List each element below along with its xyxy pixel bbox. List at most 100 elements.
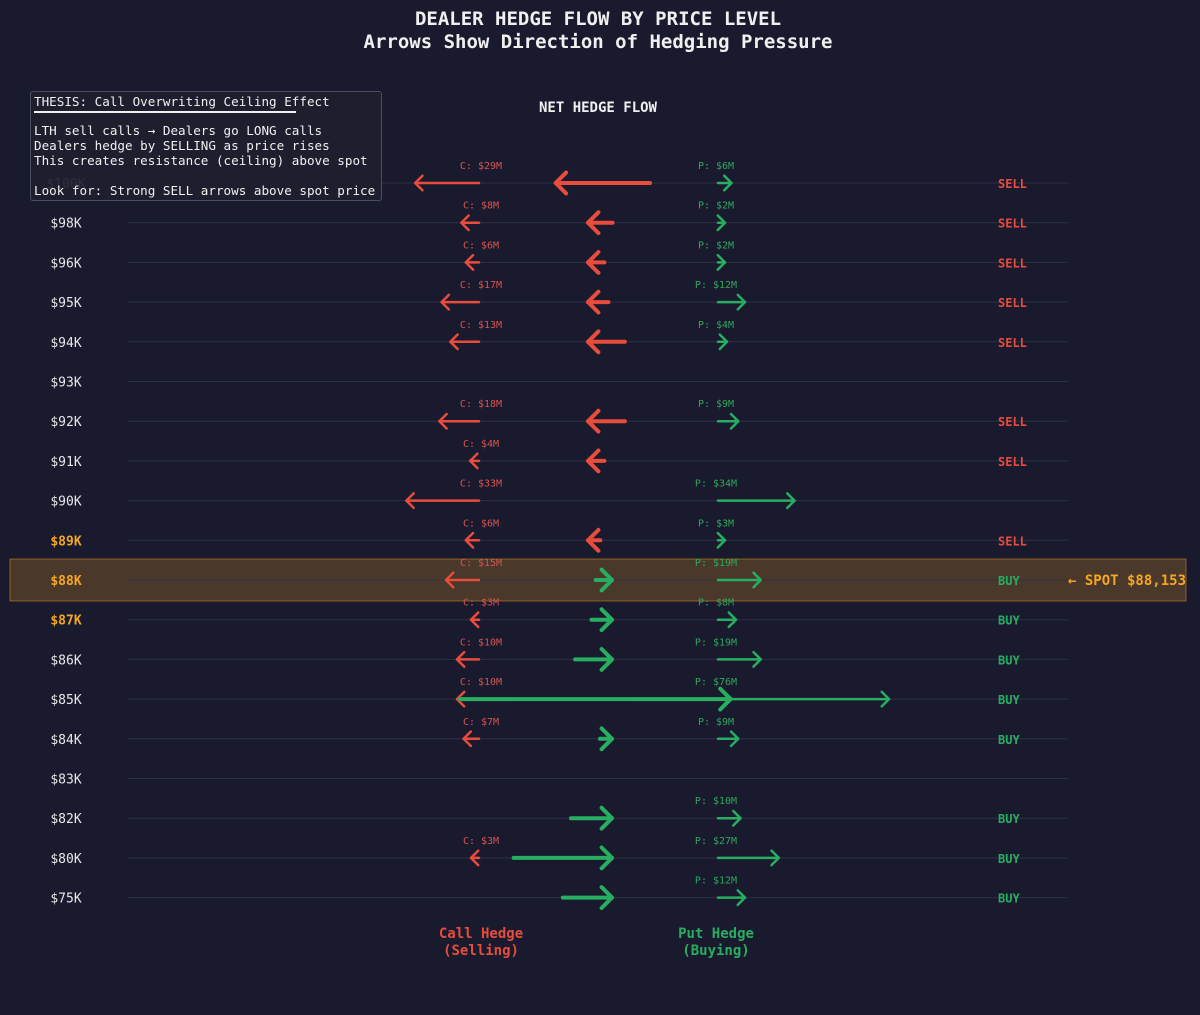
price-label: $80K [50, 852, 81, 867]
call-value-label: C: $33M [460, 479, 502, 490]
call-arrow-head [468, 452, 479, 470]
call-arrow [413, 174, 481, 192]
thesis-divider [34, 111, 296, 113]
price-label: $87K [50, 614, 81, 629]
price-label: $91K [50, 455, 81, 470]
call-value-label: C: $8M [463, 201, 499, 212]
price-label: $88K [50, 574, 81, 589]
put-arrow [716, 809, 742, 827]
put-arrow-head [732, 809, 742, 827]
call-arrow [460, 214, 481, 232]
put-value-label: P: $2M [698, 201, 734, 212]
net-arrow-head [599, 647, 614, 672]
put-value-label: P: $19M [695, 558, 737, 569]
call-value-label: C: $3M [463, 598, 499, 609]
thesis-line-2: Dealers hedge by SELLING as price rises [34, 138, 330, 153]
put-value-label: P: $9M [698, 399, 734, 410]
put-arrow [716, 849, 780, 867]
put-arrow-head [716, 214, 727, 232]
put-arrow-head [716, 253, 727, 271]
put-arrow [716, 650, 762, 668]
call-arrow-head [444, 571, 455, 589]
call-arrow-head [455, 690, 466, 708]
call-value-label: C: $6M [463, 518, 499, 529]
thesis-line-1: LTH sell calls → Dealers go LONG calls [34, 123, 323, 138]
put-footer-line-2: (Buying) [682, 943, 749, 959]
price-label: $92K [50, 415, 81, 430]
put-arrow-head [880, 690, 891, 708]
put-value-label: P: $4M [698, 320, 734, 331]
call-arrow-head [413, 174, 424, 192]
call-arrow [455, 650, 481, 668]
net-arrow-head [599, 845, 614, 871]
put-arrow [716, 293, 747, 311]
call-value-label: C: $7M [463, 717, 499, 728]
price-label: $84K [50, 733, 81, 748]
call-arrow-head [462, 730, 473, 748]
net-arrow [586, 448, 607, 474]
put-arrow [716, 412, 740, 430]
call-arrow [462, 730, 481, 748]
put-value-label: P: $2M [698, 240, 734, 251]
put-arrow [716, 611, 738, 629]
price-label: $93K [50, 376, 81, 391]
put-arrow [716, 571, 762, 589]
call-value-label: C: $10M [460, 637, 502, 648]
call-arrow [440, 293, 481, 311]
put-arrow-head [716, 531, 727, 549]
net-arrow [598, 726, 614, 752]
call-arrow-head [464, 253, 475, 271]
net-arrow-head [586, 527, 601, 553]
signal-label: SELL [998, 256, 1027, 270]
net-arrow-head [553, 170, 569, 196]
net-arrow-head [599, 805, 614, 831]
call-value-label: C: $18M [460, 399, 502, 410]
call-arrow [469, 611, 481, 629]
call-arrow [468, 452, 481, 470]
chart-title: DEALER HEDGE FLOW BY PRICE LEVEL [415, 8, 781, 30]
put-arrow-head [736, 889, 747, 907]
price-label: $82K [50, 812, 81, 827]
call-arrow [464, 531, 481, 549]
signal-label: BUY [998, 892, 1020, 906]
net-arrow [560, 885, 614, 910]
call-value-label: C: $13M [460, 320, 502, 331]
net-arrow-head [586, 329, 601, 355]
net-arrow [586, 210, 615, 236]
net-arrow-head [586, 210, 601, 236]
net-arrow-head [599, 567, 614, 593]
put-arrow-head [736, 293, 747, 311]
put-arrow-head [786, 492, 796, 510]
net-arrow [569, 805, 614, 831]
signal-label: SELL [998, 177, 1027, 191]
signal-label: SELL [998, 415, 1027, 429]
put-arrow-head [752, 571, 762, 589]
net-arrow [573, 647, 614, 672]
put-arrow [716, 690, 891, 708]
put-arrow [716, 889, 747, 907]
call-value-label: C: $4M [463, 439, 499, 450]
price-label: $75K [50, 892, 81, 907]
call-arrow-head [455, 650, 466, 668]
call-value-label: C: $29M [460, 161, 502, 172]
call-arrow [464, 253, 481, 271]
net-arrow [553, 170, 652, 196]
put-arrow [716, 214, 727, 232]
put-arrow-head [770, 849, 780, 867]
call-arrow [438, 412, 481, 430]
put-value-label: P: $10M [695, 796, 737, 807]
net-arrow-head [586, 250, 601, 275]
net-arrow-head [586, 289, 601, 315]
signal-label: SELL [998, 296, 1027, 310]
put-value-label: P: $34M [695, 479, 737, 490]
put-arrow-head [752, 650, 762, 668]
spot-label: ← SPOT $88,153 [1068, 573, 1186, 589]
price-label: $95K [50, 296, 81, 311]
put-value-label: P: $27M [695, 836, 737, 847]
put-arrow [716, 253, 727, 271]
thesis-line-3: This creates resistance (ceiling) above … [34, 153, 368, 168]
thesis-box: THESIS: Call Overwriting Ceiling Effect L… [30, 91, 382, 201]
put-footer-line-1: Put Hedge [678, 926, 754, 942]
put-arrow [716, 531, 727, 549]
put-arrow [716, 492, 796, 510]
